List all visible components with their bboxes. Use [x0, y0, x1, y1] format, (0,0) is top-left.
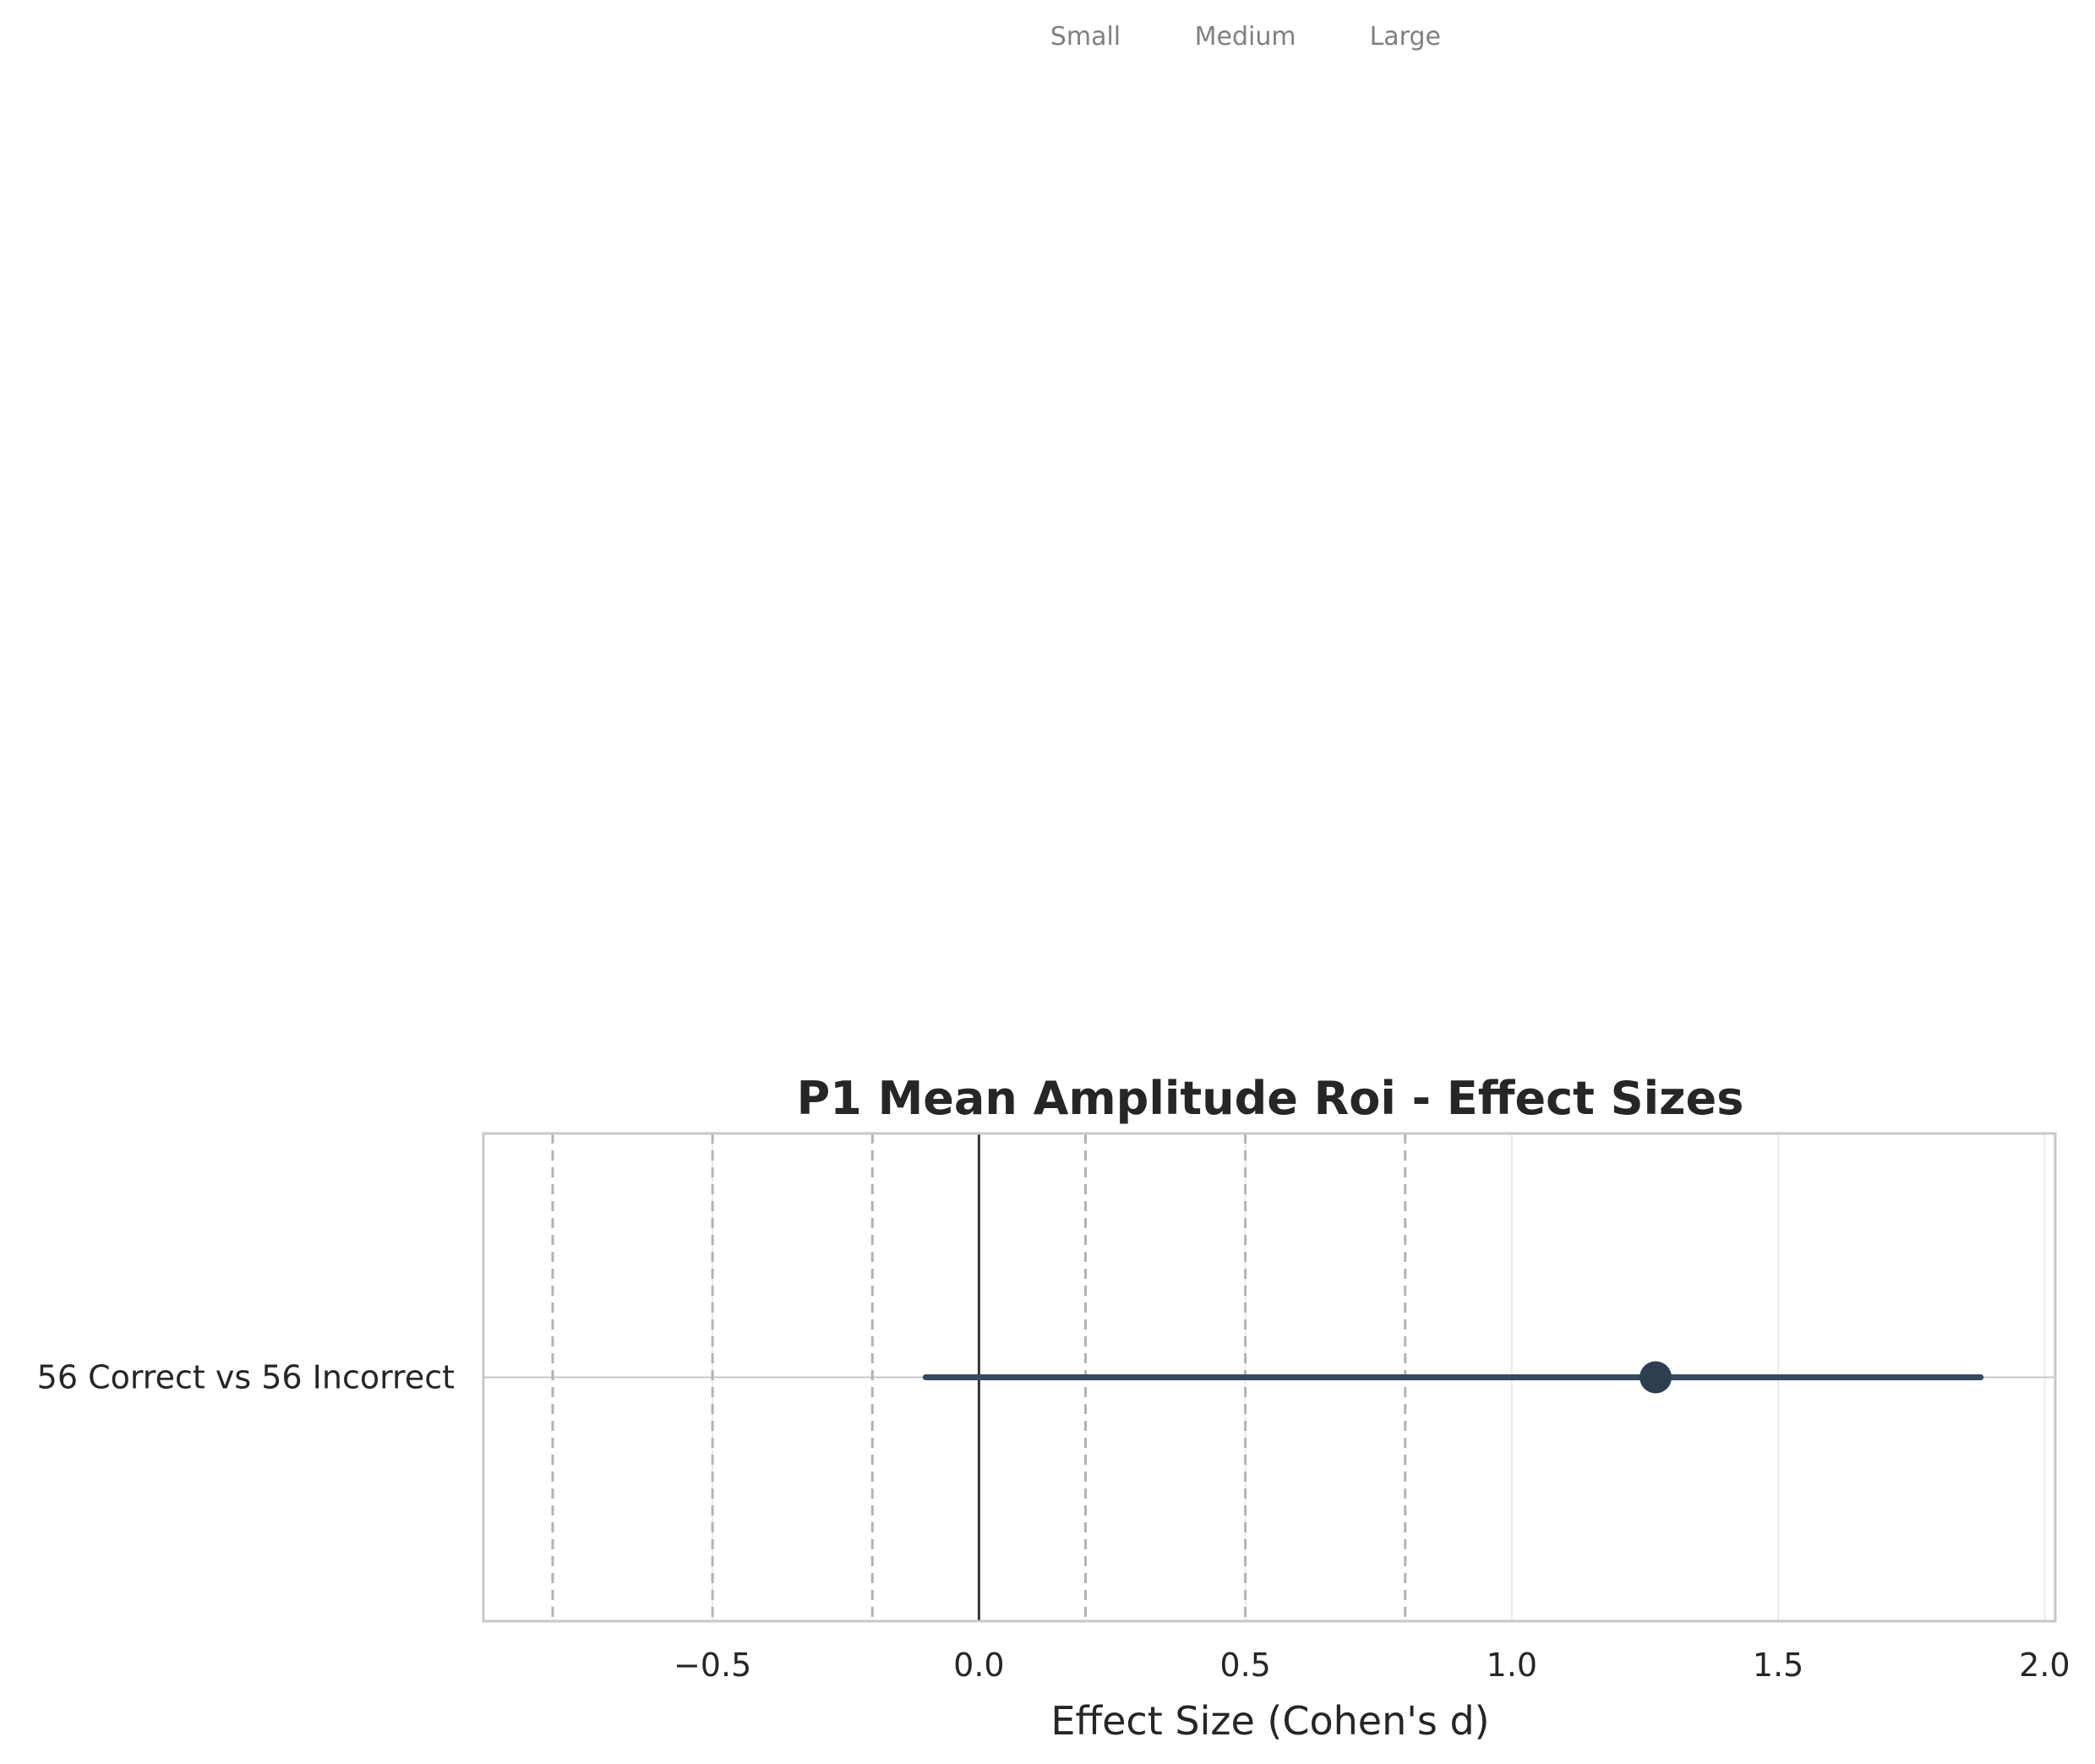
plot-frame	[482, 1132, 2057, 1623]
effect-size-annotations: Small Medium Large	[1050, 22, 1441, 52]
x-tick-label: 1.5	[1753, 1647, 1803, 1684]
chart-title: P1 Mean Amplitude Roi - Effect Sizes	[797, 1072, 1744, 1125]
x-tick-label: 0.0	[953, 1647, 1004, 1684]
threshold-annotation: Large	[1370, 22, 1441, 52]
x-tick-label: −0.5	[674, 1647, 751, 1684]
y-tick-labels: 56 Correct vs 56 Incorrect	[37, 1359, 455, 1396]
x-tick-labels: −0.5 0.0 0.5 1.0 1.5 2.0	[674, 1647, 2070, 1684]
threshold-annotation: Small	[1050, 22, 1121, 52]
x-tick-label: 2.0	[2019, 1647, 2070, 1684]
x-tick-label: 1.0	[1487, 1647, 1537, 1684]
effect-size-point	[1639, 1361, 1672, 1394]
x-axis-label: Effect Size (Cohen's d)	[1050, 1698, 1489, 1744]
y-tick-label: 56 Correct vs 56 Incorrect	[37, 1359, 455, 1396]
threshold-annotation: Medium	[1195, 22, 1296, 52]
effect-size-marks	[922, 1361, 1984, 1394]
x-tick-label: 0.5	[1219, 1647, 1270, 1684]
